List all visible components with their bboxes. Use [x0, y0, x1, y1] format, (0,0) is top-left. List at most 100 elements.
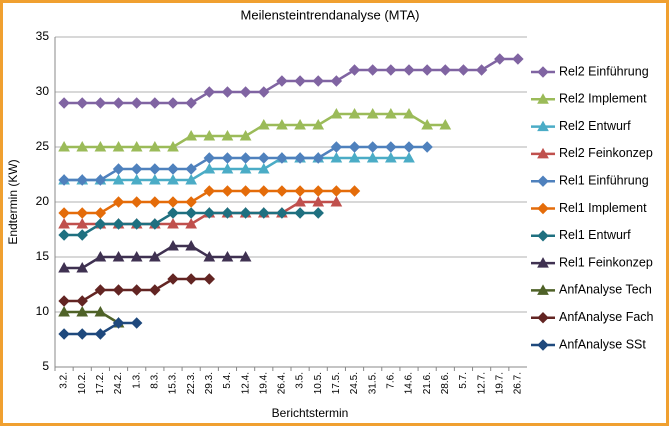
data-point [221, 185, 234, 197]
data-point [312, 118, 325, 130]
data-point [167, 273, 179, 285]
data-point [58, 305, 70, 317]
data-point [384, 151, 397, 163]
data-point [494, 53, 506, 65]
data-point [130, 317, 143, 329]
legend-label: Rel2 Implement [559, 92, 647, 106]
x-tick-label: 29.3. [204, 372, 215, 394]
data-point [58, 261, 70, 273]
legend-marker [537, 175, 549, 187]
data-point [185, 273, 197, 285]
legend-label: Rel2 Einführung [559, 64, 649, 78]
data-point [203, 86, 216, 98]
data-point [276, 75, 288, 87]
y-tick-label: 10 [36, 304, 50, 318]
data-point [112, 250, 125, 262]
legend-label: Rel1 Implement [559, 201, 647, 215]
y-tick-label: 20 [36, 194, 50, 208]
data-point [167, 196, 179, 208]
data-point [185, 163, 197, 175]
data-point [112, 163, 125, 175]
data-point [330, 107, 343, 119]
series-line [64, 310, 120, 325]
data-point [203, 162, 216, 174]
x-tick-label: 19.4. [258, 372, 269, 394]
data-point [330, 141, 343, 153]
x-tick-label: 24.2. [113, 372, 124, 394]
data-point [94, 140, 107, 152]
data-point [239, 152, 252, 164]
data-point [421, 118, 434, 130]
data-point [312, 152, 324, 164]
data-point [94, 218, 107, 230]
data-point [439, 118, 452, 130]
data-point [276, 118, 288, 130]
series-line [64, 112, 446, 149]
data-point [330, 75, 343, 87]
data-point [58, 174, 70, 186]
x-tick-label: 31.5. [367, 372, 378, 394]
data-point [76, 97, 88, 109]
data-point [148, 140, 161, 152]
x-tick-label: 5.7. [458, 372, 469, 389]
data-point [203, 207, 216, 219]
data-point [403, 107, 415, 119]
data-point [185, 239, 198, 251]
data-point [130, 97, 143, 109]
data-point [76, 305, 89, 317]
y-tick-label: 15 [36, 249, 50, 263]
x-tick-label: 12.7. [476, 372, 487, 394]
data-point [58, 217, 70, 229]
y-tick-label: 30 [36, 84, 50, 98]
data-point [475, 64, 488, 76]
x-tick-label: 1.3. [131, 372, 142, 389]
legend-label: Rel1 Einführung [559, 173, 649, 187]
data-point [58, 207, 70, 219]
data-point [384, 107, 397, 119]
data-point [312, 185, 324, 197]
legend-marker [537, 311, 549, 324]
data-point [348, 151, 361, 163]
legend-marker [537, 66, 549, 78]
data-point [276, 152, 288, 164]
data-point [385, 64, 397, 76]
data-point [221, 250, 234, 262]
data-point [94, 328, 107, 340]
data-point [149, 196, 161, 208]
data-point [112, 140, 125, 152]
data-point [239, 86, 252, 98]
legend-label: Rel1 Feinkonzep [559, 255, 653, 269]
data-point [276, 185, 288, 197]
data-point [330, 151, 343, 163]
legend-label: AnfAnalyse Tech [559, 283, 652, 297]
data-point [421, 64, 433, 76]
data-point [94, 174, 107, 186]
data-point [258, 207, 270, 219]
data-point [167, 207, 179, 219]
x-tick-label: 14.6. [404, 372, 415, 394]
data-point [221, 162, 234, 174]
x-tick-label: 17.2. [95, 372, 106, 394]
x-tick-label: 22.3. [186, 372, 197, 394]
data-point [439, 64, 452, 76]
data-point [58, 140, 70, 152]
data-point [312, 75, 324, 87]
data-point [221, 86, 234, 98]
data-point [348, 141, 361, 153]
data-point [294, 152, 306, 164]
data-point [294, 118, 306, 130]
data-point [512, 53, 524, 65]
data-point [203, 250, 216, 262]
data-point [130, 173, 143, 185]
data-point [403, 64, 415, 76]
data-point [130, 218, 143, 230]
data-point [294, 75, 306, 87]
data-point [185, 97, 197, 109]
legend-marker [537, 120, 549, 132]
data-point [203, 273, 216, 285]
x-tick-label: 7.6. [385, 372, 396, 389]
legend-label: AnfAnalyse SSt [559, 337, 646, 351]
legend-label: Rel2 Feinkonzep [559, 146, 653, 160]
data-point [167, 140, 179, 152]
